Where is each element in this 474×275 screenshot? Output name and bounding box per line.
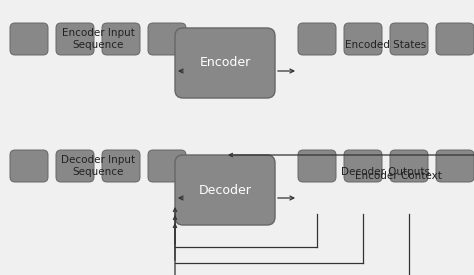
FancyBboxPatch shape: [10, 150, 48, 182]
FancyBboxPatch shape: [10, 23, 48, 55]
FancyBboxPatch shape: [298, 150, 336, 182]
Text: Decoder: Decoder: [199, 183, 251, 197]
Text: Encoder: Encoder: [200, 56, 251, 70]
FancyBboxPatch shape: [390, 23, 428, 55]
FancyBboxPatch shape: [390, 150, 428, 182]
FancyBboxPatch shape: [148, 23, 186, 55]
Text: Decoder Outputs: Decoder Outputs: [341, 167, 430, 177]
Text: Encoder Context: Encoder Context: [355, 171, 442, 181]
FancyBboxPatch shape: [298, 23, 336, 55]
FancyBboxPatch shape: [175, 155, 275, 225]
FancyBboxPatch shape: [56, 150, 94, 182]
Text: Decoder Input
Sequence: Decoder Input Sequence: [61, 155, 135, 177]
FancyBboxPatch shape: [436, 150, 474, 182]
FancyBboxPatch shape: [344, 23, 382, 55]
Text: Encoder Input
Sequence: Encoder Input Sequence: [62, 28, 135, 50]
FancyBboxPatch shape: [175, 28, 275, 98]
FancyBboxPatch shape: [344, 150, 382, 182]
FancyBboxPatch shape: [56, 23, 94, 55]
FancyBboxPatch shape: [102, 23, 140, 55]
Text: Encoded States: Encoded States: [346, 40, 427, 50]
FancyBboxPatch shape: [102, 150, 140, 182]
FancyBboxPatch shape: [148, 150, 186, 182]
FancyBboxPatch shape: [436, 23, 474, 55]
